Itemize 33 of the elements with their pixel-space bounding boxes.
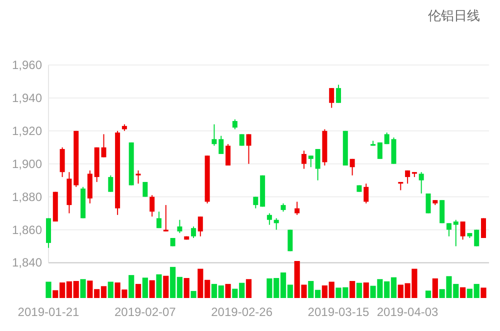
bar [425,290,432,298]
x-tick-label: 2019-02-26 [211,305,273,319]
y-tick-label: 1,840 [12,256,42,270]
bar [184,278,190,298]
bar [46,282,52,298]
bar [156,274,162,298]
y-tick-label: 1,860 [12,222,42,237]
bar [356,282,362,298]
y-tick-label: 1,940 [12,90,42,105]
bar [128,275,134,298]
bar [432,278,438,298]
bar [363,282,369,298]
chart-title: 伦铝日线 [428,8,480,23]
y-tick-label: 1,900 [12,156,42,171]
y-tick-label: 1,960 [12,58,42,72]
bar [142,278,148,298]
bar [480,288,486,298]
bar [225,284,231,298]
bar [246,279,252,298]
y-tick-label: 1,920 [12,124,42,138]
bar [108,282,114,298]
x-tick-label: 2019-01-21 [18,305,80,319]
bar [80,279,86,298]
x-tick-label: 2019-04-03 [376,305,439,319]
bar [190,290,196,298]
bar [163,276,169,298]
bar [350,280,356,298]
bar [460,287,466,298]
x-tick-label: 2019-02-07 [114,305,176,319]
y-tick-label: 1,880 [12,190,42,204]
x-tick-label: 2019-03-15 [308,305,370,319]
bar [135,284,142,298]
bar [149,280,155,298]
